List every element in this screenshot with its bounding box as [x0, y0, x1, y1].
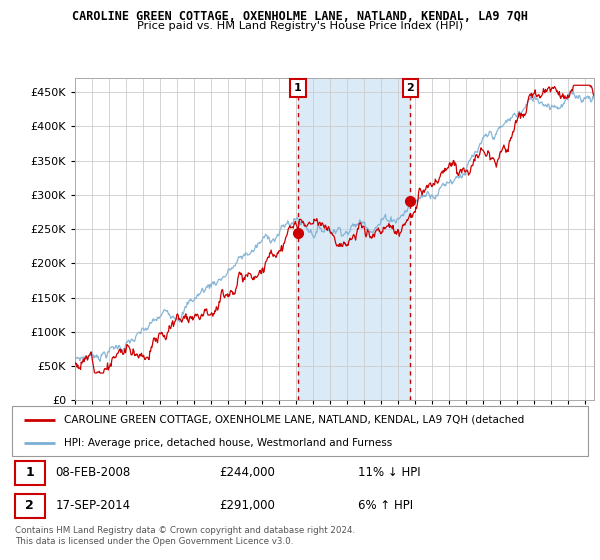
FancyBboxPatch shape: [12, 406, 588, 456]
Text: 2: 2: [407, 83, 414, 93]
Text: 17-SEP-2014: 17-SEP-2014: [55, 500, 130, 512]
Text: 11% ↓ HPI: 11% ↓ HPI: [358, 466, 420, 479]
Text: CAROLINE GREEN COTTAGE, OXENHOLME LANE, NATLAND, KENDAL, LA9 7QH (detached: CAROLINE GREEN COTTAGE, OXENHOLME LANE, …: [64, 414, 524, 424]
Text: 1: 1: [25, 466, 34, 479]
Text: Price paid vs. HM Land Registry's House Price Index (HPI): Price paid vs. HM Land Registry's House …: [137, 21, 463, 31]
Text: 08-FEB-2008: 08-FEB-2008: [55, 466, 130, 479]
Text: Contains HM Land Registry data © Crown copyright and database right 2024.
This d: Contains HM Land Registry data © Crown c…: [15, 526, 355, 546]
FancyBboxPatch shape: [15, 461, 45, 484]
Text: 1: 1: [294, 83, 302, 93]
Text: 6% ↑ HPI: 6% ↑ HPI: [358, 500, 413, 512]
Text: £291,000: £291,000: [220, 500, 275, 512]
Bar: [298, 78, 410, 400]
Text: HPI: Average price, detached house, Westmorland and Furness: HPI: Average price, detached house, West…: [64, 438, 392, 449]
FancyBboxPatch shape: [15, 494, 45, 517]
Text: CAROLINE GREEN COTTAGE, OXENHOLME LANE, NATLAND, KENDAL, LA9 7QH: CAROLINE GREEN COTTAGE, OXENHOLME LANE, …: [72, 10, 528, 22]
Text: 2: 2: [25, 500, 34, 512]
Text: £244,000: £244,000: [220, 466, 275, 479]
